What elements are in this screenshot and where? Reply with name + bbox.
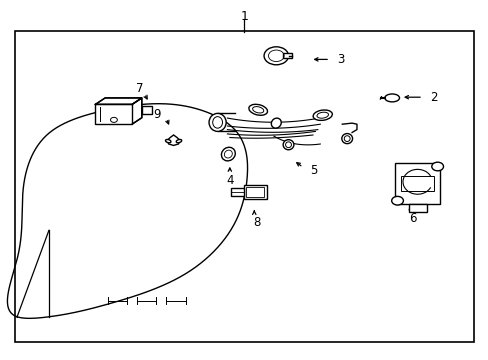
- Ellipse shape: [312, 110, 332, 120]
- Ellipse shape: [283, 140, 293, 150]
- Text: 5: 5: [309, 165, 317, 177]
- Bar: [282, 53, 292, 58]
- Ellipse shape: [384, 94, 399, 102]
- Text: 1: 1: [240, 10, 248, 23]
- Ellipse shape: [271, 118, 281, 128]
- Ellipse shape: [165, 139, 171, 143]
- Text: 6: 6: [408, 212, 416, 225]
- Bar: [400, 176, 433, 191]
- Circle shape: [431, 162, 443, 171]
- Ellipse shape: [341, 134, 352, 144]
- Polygon shape: [167, 135, 180, 145]
- Circle shape: [264, 47, 288, 65]
- Ellipse shape: [176, 139, 182, 143]
- Bar: [394, 163, 439, 204]
- Bar: [243, 185, 266, 199]
- Ellipse shape: [209, 113, 225, 131]
- Bar: [246, 187, 264, 197]
- Bar: [95, 104, 132, 124]
- Polygon shape: [132, 98, 142, 124]
- Text: 2: 2: [429, 91, 437, 104]
- Text: 9: 9: [153, 108, 161, 121]
- Polygon shape: [95, 98, 142, 104]
- Text: 7: 7: [135, 82, 143, 95]
- Ellipse shape: [221, 147, 235, 161]
- Text: 3: 3: [337, 53, 345, 66]
- Text: 8: 8: [252, 216, 260, 229]
- Ellipse shape: [248, 104, 267, 115]
- Circle shape: [391, 197, 403, 205]
- Text: 4: 4: [225, 174, 233, 186]
- Bar: [408, 204, 426, 212]
- Bar: [15, 31, 473, 342]
- Bar: [230, 188, 243, 196]
- Bar: [142, 106, 151, 114]
